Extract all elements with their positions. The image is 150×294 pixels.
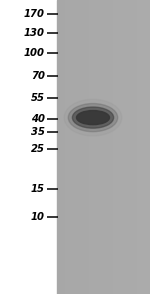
Text: 55: 55: [31, 93, 45, 103]
Ellipse shape: [76, 111, 110, 125]
Text: 25: 25: [31, 144, 45, 154]
Bar: [0, 0, 57, 294]
Ellipse shape: [72, 107, 114, 128]
Text: 130: 130: [24, 28, 45, 38]
Text: 100: 100: [24, 48, 45, 58]
Ellipse shape: [64, 99, 122, 136]
Text: 15: 15: [31, 184, 45, 194]
Text: 170: 170: [24, 9, 45, 19]
Ellipse shape: [68, 103, 118, 132]
Bar: [57, 0, 150, 294]
Text: 40: 40: [31, 114, 45, 124]
Text: 70: 70: [31, 71, 45, 81]
Text: 10: 10: [31, 212, 45, 222]
Text: 35: 35: [31, 127, 45, 137]
